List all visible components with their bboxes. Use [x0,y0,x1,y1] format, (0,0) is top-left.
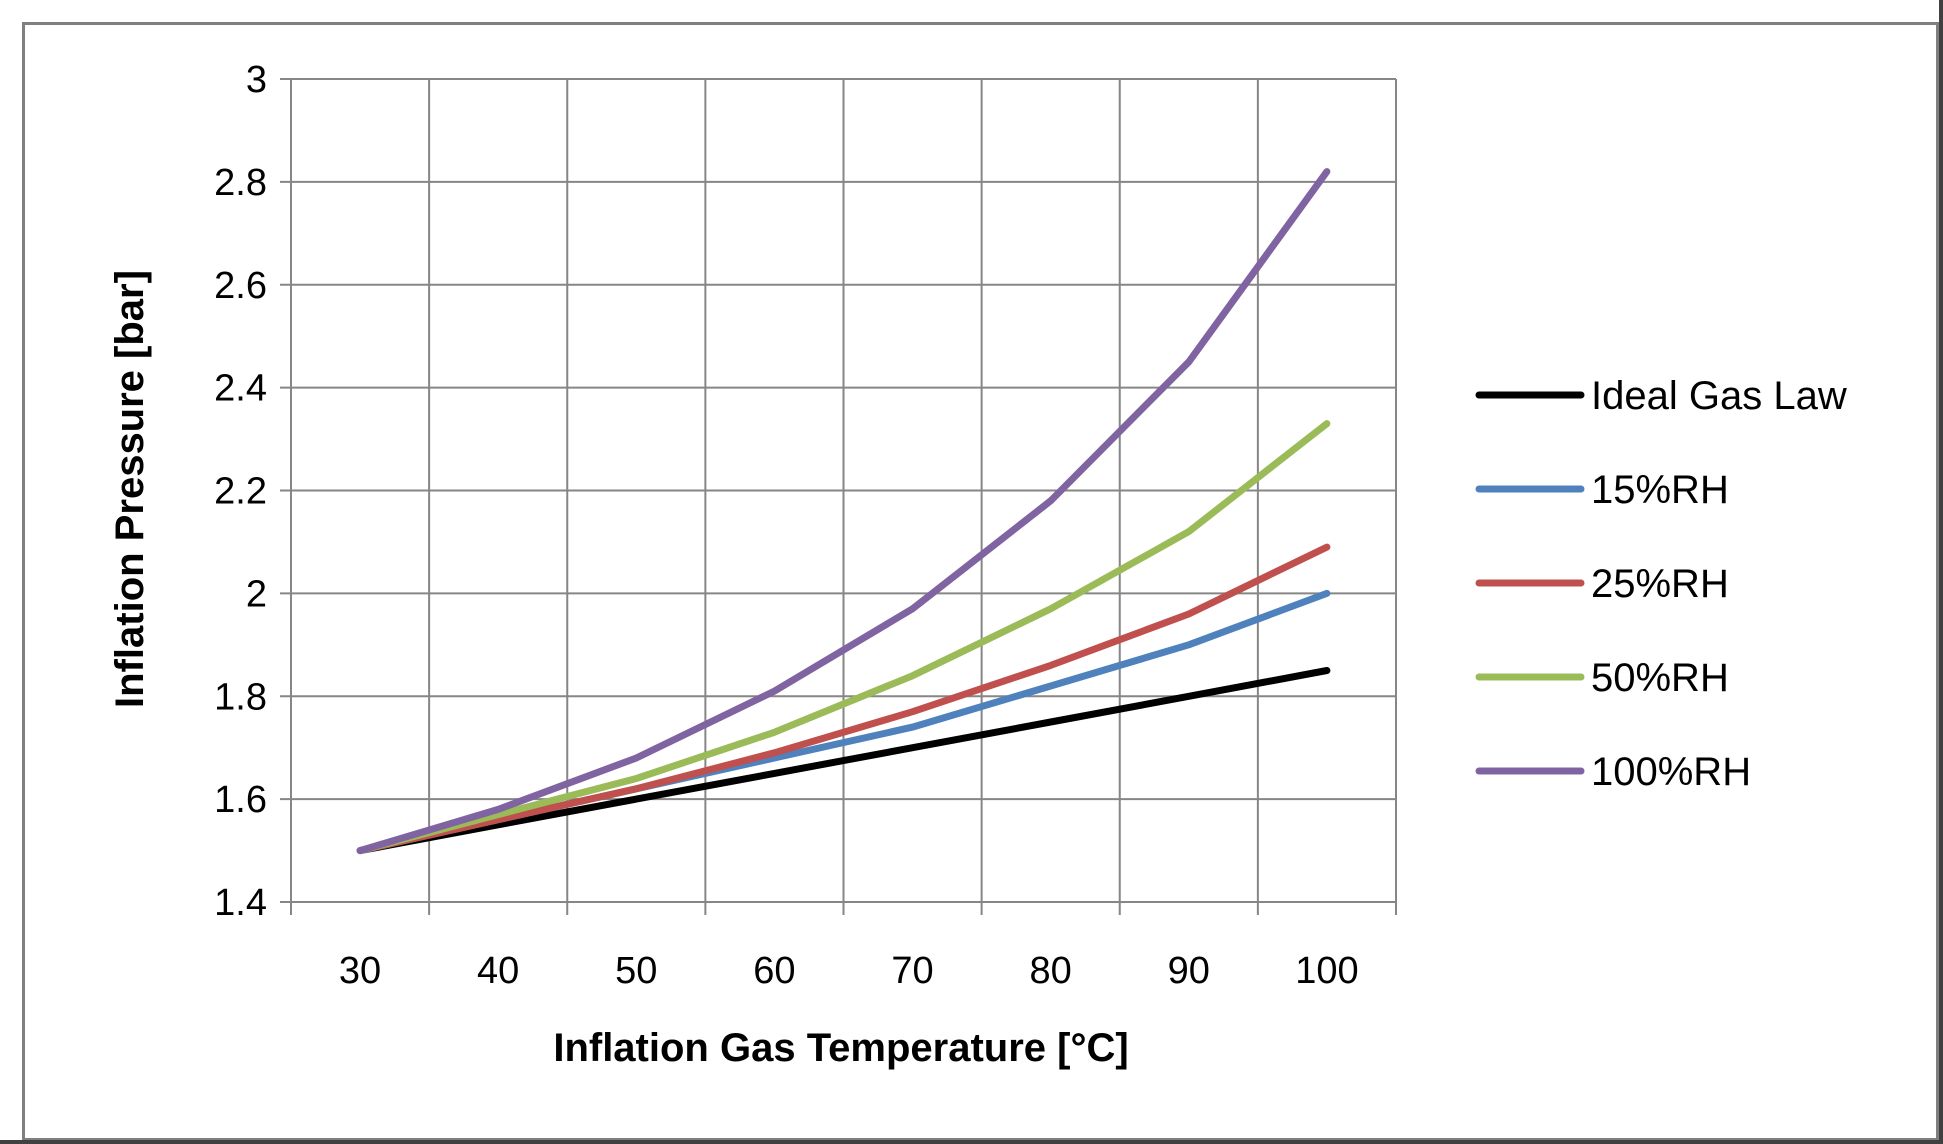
legend-label: 50%RH [1591,656,1729,700]
legend-label: Ideal Gas Law [1591,374,1847,418]
y-tick-label: 2.2 [214,471,267,513]
x-tick-label: 70 [891,950,933,992]
axis-layer [280,78,1397,915]
series-layer [356,168,1331,855]
x-tick-label: 40 [477,950,519,992]
chart-frame [22,22,1939,1141]
tick-label-layer: 1.4 1.6 1.8 2 2.2 2.4 2.6 2.8 3 30 40 50 60 70 80 90 100 [214,59,1358,992]
legend-item: 25%RH [1475,562,1729,606]
series-line-100-rh [356,168,1331,855]
series-line-50-rh [356,420,1331,855]
y-tick-label: 1.4 [214,882,267,924]
series-line-ideal-gas-law [356,667,1331,855]
y-axis-title: Inflation Pressure [bar] [108,270,152,708]
y-tick-label: 3 [246,59,267,101]
grid-layer [290,78,1397,903]
x-tick-label: 90 [1168,950,1210,992]
series-line-25-rh [356,543,1331,855]
legend-item: 50%RH [1475,656,1729,700]
legend-label: 100%RH [1591,750,1751,794]
y-tick-label: 1.8 [214,676,267,718]
y-tick-label: 2.8 [214,162,267,204]
x-tick-label: 50 [615,950,657,992]
x-tick-label: 80 [1030,950,1072,992]
x-tick-label: 100 [1295,950,1358,992]
y-tick-label: 2 [246,573,267,615]
legend-label: 15%RH [1591,468,1729,512]
y-tick-label: 1.6 [214,779,267,821]
y-tick-label: 2.6 [214,265,267,307]
legend-label: 25%RH [1591,562,1729,606]
x-axis-title: Inflation Gas Temperature [°C] [553,1026,1128,1070]
y-tick-label: 2.4 [214,368,267,410]
x-tick-label: 60 [753,950,795,992]
legend-item: Ideal Gas Law [1475,374,1847,418]
legend-item: 100%RH [1475,750,1751,794]
legend: Ideal Gas Law 15%RH 25%RH 50%RH 100%RH [1475,374,1847,794]
legend-item: 15%RH [1475,468,1729,512]
x-tick-label: 30 [339,950,381,992]
